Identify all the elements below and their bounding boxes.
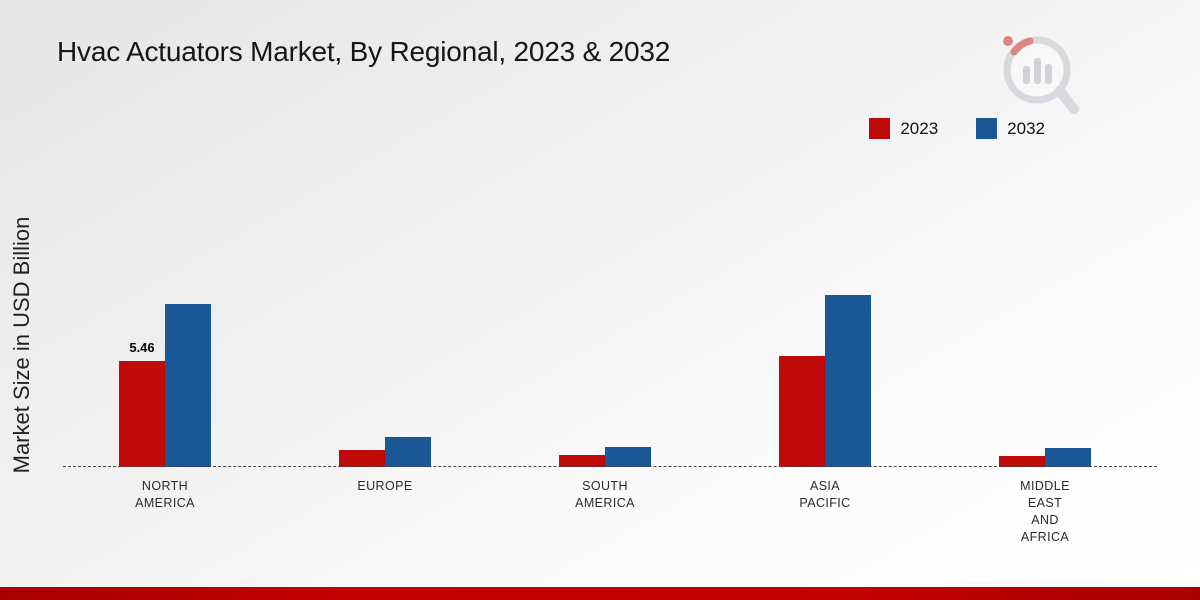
bar-2023-south-america	[559, 455, 605, 467]
bar-2032-asia-pacific	[825, 295, 871, 467]
brand-logo-icon	[1003, 36, 1079, 114]
legend-swatch-2032	[976, 118, 998, 139]
legend-label-2032: 2032	[1007, 118, 1045, 138]
bar-group-europe	[339, 436, 431, 467]
y-axis-label: Market Size in USD Billion	[9, 216, 34, 474]
category-labels-row: NORTH AMERICA EUROPE SOUTH AMERICA ASIA PACIFI…	[55, 478, 1155, 546]
bars-row: 5.46	[55, 240, 1155, 467]
category-label-middle-east-and-africa: MIDDLE EAST AND AFRICA	[1020, 479, 1070, 544]
bar-2032-middle-east-and-africa	[1045, 447, 1091, 467]
plot-area: 5.46 NORTH AMERICA EUROPE SOUTH AMERICA ASIA P…	[55, 240, 1157, 544]
legend-item-2032: 2032	[976, 118, 1045, 139]
legend-swatch-2023	[869, 118, 891, 139]
bar-group-north-america: 5.46	[119, 304, 211, 467]
bar-2023-europe	[339, 449, 385, 467]
bar-2032-north-america	[165, 304, 211, 467]
footer-strip	[0, 587, 1200, 600]
category-label-south-america: SOUTH AMERICA	[575, 479, 635, 510]
bar-value-label-north-america-2023: 5.46	[129, 340, 155, 356]
legend-item-2023: 2023	[869, 118, 938, 139]
legend: 2023 2032	[869, 118, 1045, 139]
bar-2023-middle-east-and-africa	[999, 456, 1045, 467]
bar-group-middle-east-and-africa	[999, 447, 1091, 467]
bar-group-asia-pacific	[779, 295, 871, 467]
category-label-europe: EUROPE	[357, 479, 413, 493]
legend-label-2023: 2023	[900, 118, 939, 138]
bar-2032-south-america	[605, 446, 651, 467]
bar-group-south-america	[559, 446, 651, 467]
bar-2023-north-america: 5.46	[119, 340, 165, 467]
page-title: Hvac Actuators Market, By Regional, 2023…	[57, 36, 671, 67]
bar-2023-asia-pacific	[779, 355, 825, 467]
bar-2032-europe	[385, 436, 431, 467]
category-label-asia-pacific: ASIA PACIFIC	[799, 479, 851, 510]
x-axis-baseline	[63, 466, 1157, 467]
category-label-north-america: NORTH AMERICA	[135, 479, 195, 510]
